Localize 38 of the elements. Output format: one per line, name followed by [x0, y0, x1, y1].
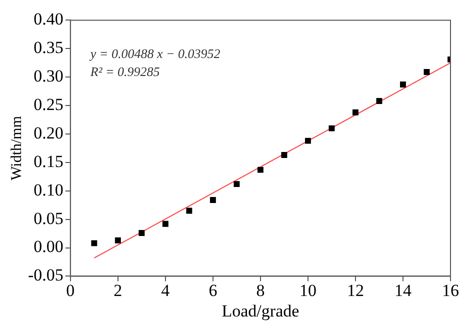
point — [91, 240, 98, 246]
point — [138, 230, 145, 236]
point — [352, 109, 358, 116]
y-tick-label: 0.35 — [34, 38, 64, 58]
x-tick-label: 8 — [256, 280, 265, 300]
point — [424, 68, 430, 75]
annotation: y = 0.00488 x − 0.03952 — [88, 46, 221, 62]
y-axis-title: Width/mm — [8, 116, 25, 180]
point — [257, 166, 264, 173]
point — [281, 152, 288, 158]
y-tick-label: 0.30 — [34, 66, 64, 86]
x-tick-label: 14 — [394, 280, 412, 300]
point — [162, 220, 168, 227]
x-tick-label: 10 — [299, 280, 316, 300]
y-tick-label: 0.00 — [34, 237, 64, 256]
point — [400, 82, 406, 88]
point — [234, 181, 240, 188]
point — [114, 237, 121, 244]
x-tick-label: 12 — [346, 280, 364, 300]
point — [304, 138, 311, 144]
y-tick-label: 0.40 — [34, 10, 64, 29]
x-tick-label: 2 — [114, 280, 122, 300]
point — [210, 196, 216, 203]
x-tick-label: 0 — [66, 280, 75, 300]
x-axis-title: Load/grade — [222, 301, 300, 320]
point — [186, 208, 192, 214]
x-tick-label: 6 — [208, 280, 218, 300]
y-tick-label: 0.10 — [34, 180, 64, 200]
y-tick-label: 0.25 — [34, 95, 64, 114]
annotation: R² = 0.99285 — [89, 64, 160, 80]
y-tick-label: 0.15 — [34, 152, 64, 171]
x-tick-label: 4 — [161, 280, 170, 300]
y-tick-label: 0.05 — [34, 208, 64, 228]
point — [328, 125, 335, 132]
point — [376, 98, 382, 104]
x-tick-label: 16 — [442, 280, 459, 300]
y-tick-label: -0.05 — [28, 266, 64, 285]
y-tick-label: 0.20 — [34, 123, 64, 142]
